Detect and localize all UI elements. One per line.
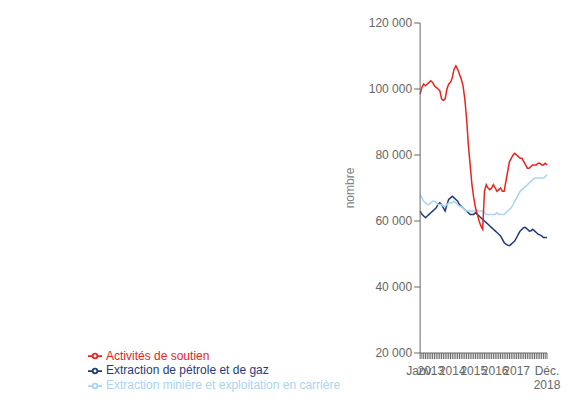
svg-text:2016: 2016 [481,364,509,378]
svg-text:2014: 2014 [438,364,466,378]
svg-text:nombre: nombre [343,167,357,208]
svg-text:80 000: 80 000 [375,148,412,162]
svg-text:2013: 2013 [417,364,445,378]
html-text:Activités de soutien: Activités de soutien [106,348,210,363]
svg-text:120 000: 120 000 [369,16,413,30]
svg-text:20 000: 20 000 [375,346,412,360]
html-text:Extraction de pétrole et de ga: Extraction de pétrole et de gaz [106,363,269,378]
svg-text:Déc.2018: Déc.2018 [534,364,561,392]
svg-text:40 000: 40 000 [375,280,412,294]
html-text:Extraction minière et exploita: Extraction minière et exploitation en ca… [106,378,341,393]
svg-text:2015: 2015 [460,364,488,378]
svg-text:100 000: 100 000 [369,82,413,96]
svg-text:60 000: 60 000 [375,214,412,228]
svg-text:2017: 2017 [503,364,530,378]
